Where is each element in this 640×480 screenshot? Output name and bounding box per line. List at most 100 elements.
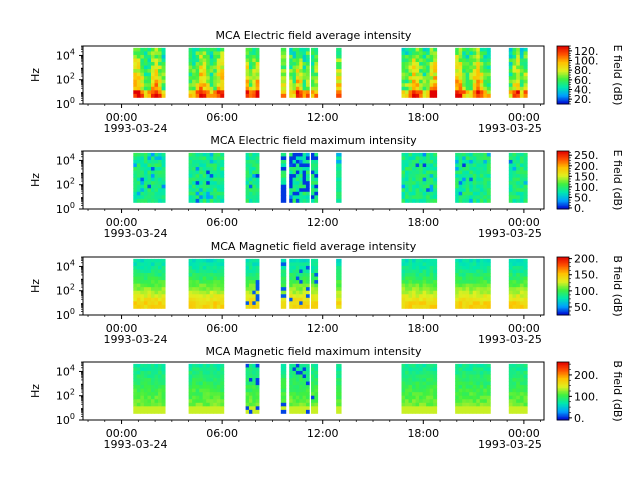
spectrogram-cell [289,395,293,400]
spectrogram-cell [310,79,315,84]
spectrogram-cell [415,170,420,175]
spectrogram-cell [295,65,300,70]
colorbar-segment [557,70,569,73]
spectrogram-cell [429,378,434,382]
spectrogram-cell [136,258,141,263]
spectrogram-cell [426,395,431,400]
spectrogram-cell [412,265,416,270]
spectrogram-cell [523,170,528,175]
spectrogram-cell [199,385,204,390]
spectrogram-cell [248,301,253,306]
spectrogram-cell [472,174,477,179]
spectrogram-cell [455,265,460,270]
spectrogram-cell [486,381,491,386]
colorbar-tick-label: 200. [574,369,599,382]
spectrogram-cell [401,363,406,368]
spectrogram-cell [479,395,484,400]
spectrogram-cell [140,378,145,382]
spectrogram-cell [192,79,197,84]
spectrogram-cell [483,163,488,168]
spectrogram-cell [143,65,148,70]
spectrogram-cell [426,406,431,411]
spectrogram-cell [519,370,524,375]
spectrogram-cell [209,93,214,98]
spectrogram-cell [220,170,225,175]
spectrogram-cell [255,297,260,302]
spectrogram-cell [133,58,138,63]
spectrogram-cell [252,385,257,390]
spectrogram-cell [289,90,293,95]
spectrogram-cell [310,54,315,59]
spectrogram-cell [336,406,342,411]
spectrogram-cell [419,69,424,74]
spectrogram-cell [516,163,521,168]
spectrogram-cell [192,265,197,270]
spectrogram-cell [209,51,214,56]
spectrogram-cell [486,269,491,274]
spectrogram-cell [426,188,431,193]
spectrogram-cell [422,269,427,274]
spectrogram-cell [202,265,207,270]
spectrogram-cell [206,406,211,411]
spectrogram-cell [336,276,342,281]
spectrogram-cell [220,409,225,414]
spectrogram-cell [299,269,303,274]
spectrogram-cell [462,58,467,63]
spectrogram-cell [310,399,315,404]
spectrogram-cell [213,152,218,157]
spectrogram-cell [245,301,250,306]
spectrogram-cell [295,385,300,390]
spectrogram-cell [206,174,211,179]
spectrogram-cell [248,83,253,88]
spectrogram-cell [299,93,303,98]
colorbar-segment [557,156,569,159]
colorbar-segment [557,197,569,200]
spectrogram-cell [508,65,513,70]
spectrogram-cell [202,54,207,59]
spectrogram-cell [455,195,460,200]
spectrogram-cell [422,167,427,171]
spectrogram-cell [419,188,424,193]
spectrogram-cell [136,163,141,168]
spectrogram-cell [209,47,214,52]
spectrogram-cell [455,301,460,306]
spectrogram-cell [192,399,197,404]
spectrogram-cell [143,399,148,404]
spectrogram-cell [220,51,225,56]
spectrogram-cell [213,280,218,285]
spectrogram-cell [192,262,197,267]
colorbar-segment [557,61,569,64]
spectrogram-cell [516,304,521,309]
spectrogram-cell [295,72,300,77]
spectrogram-cell [252,58,257,63]
spectrogram-cell [314,262,319,267]
spectrogram-cell [455,152,460,157]
spectrogram-cell [516,287,521,292]
spectrogram-cell [299,79,303,84]
spectrogram-cell [252,265,257,270]
spectrogram-cell [479,399,484,404]
spectrogram-cell [143,198,148,203]
spectrogram-cell [458,406,463,411]
spectrogram-cell [133,181,138,186]
spectrogram-cell [133,367,138,372]
spectrogram-cell [150,159,155,164]
spectrogram-cell [192,174,197,179]
spectrogram-cell [209,188,214,193]
spectrogram-cell [412,93,416,98]
spectrogram-cell [209,392,214,397]
spectrogram-cell [512,262,517,267]
spectrogram-cell [150,83,155,88]
spectrogram-cell [422,301,427,306]
spectrogram-cell [295,399,300,404]
spectrogram-cell [405,65,409,70]
spectrogram-cell [426,65,431,70]
spectrogram-cell [405,402,409,407]
spectrogram-cell [140,409,145,414]
spectrogram-cell [429,290,434,295]
spectrogram-cell [310,181,315,186]
spectrogram-cell [415,93,420,98]
colorbar: 200.150.100.50. B field (dB) [556,253,624,317]
spectrogram-cell [415,273,420,277]
spectrogram-cell [206,395,211,400]
